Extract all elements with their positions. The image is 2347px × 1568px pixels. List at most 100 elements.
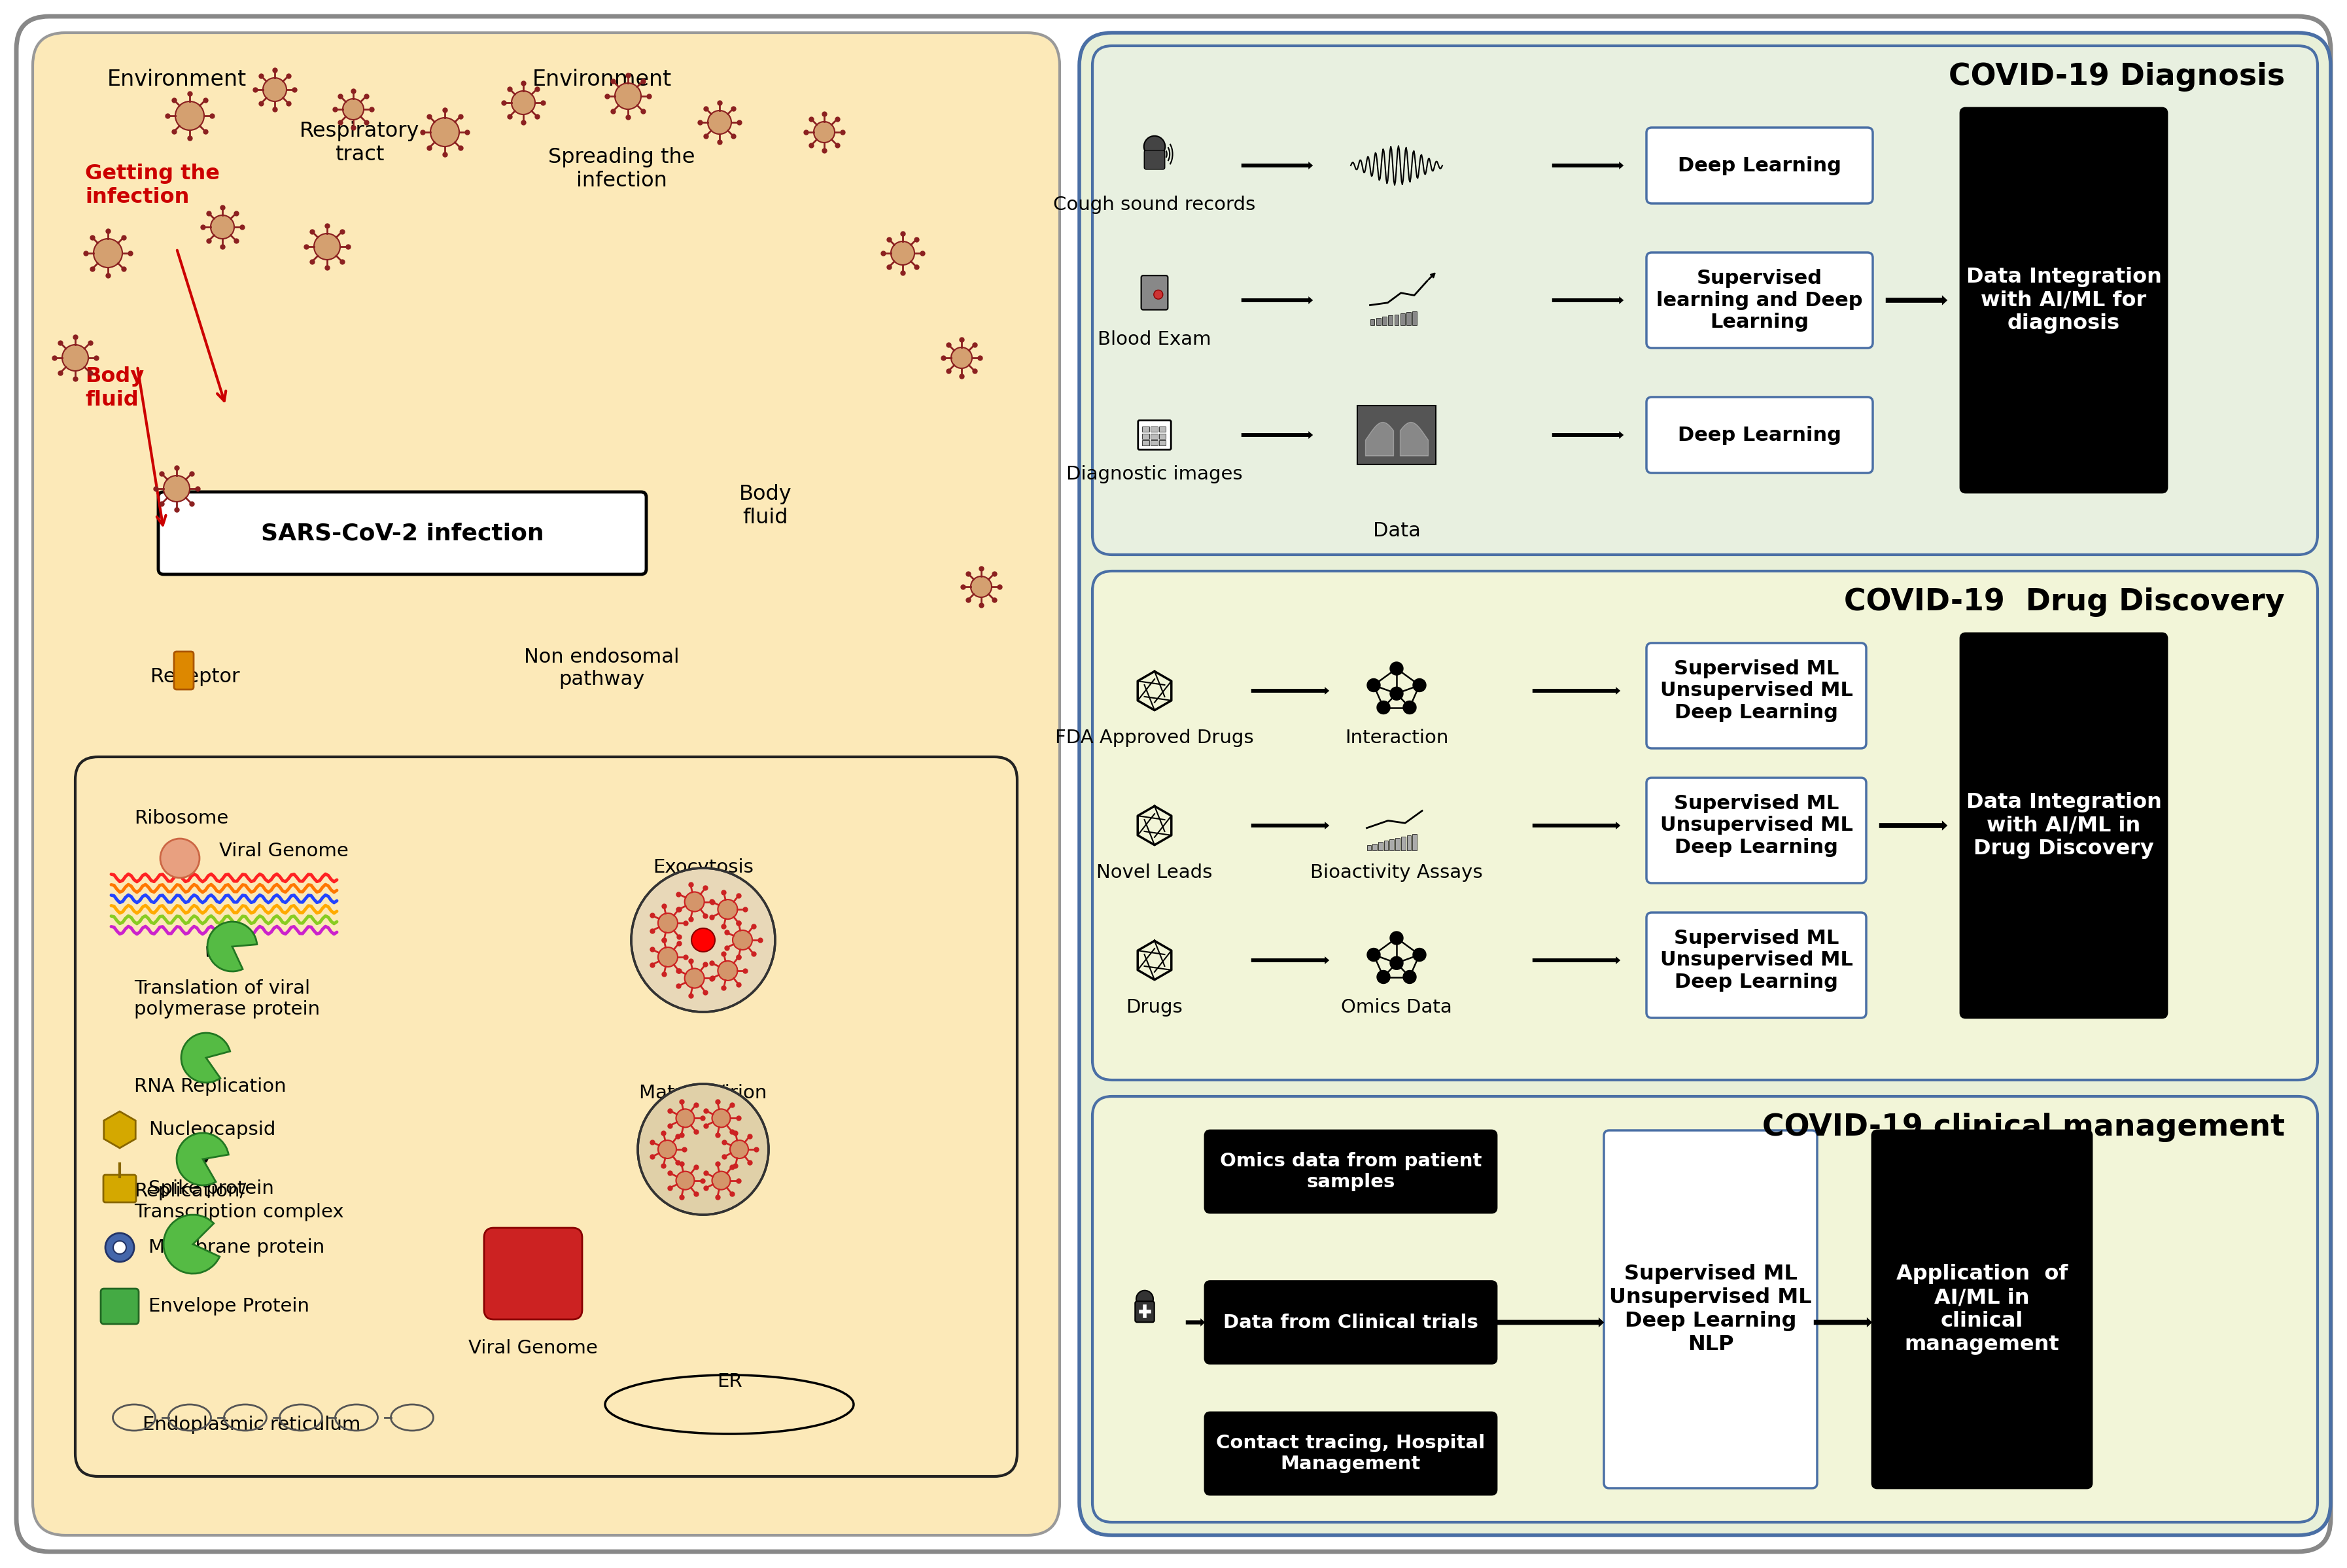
FancyBboxPatch shape [1091, 1096, 2316, 1523]
Circle shape [1136, 1290, 1152, 1308]
Bar [1413, 834, 1418, 850]
Circle shape [615, 83, 641, 110]
FancyBboxPatch shape [1648, 643, 1866, 748]
Text: Spike protein: Spike protein [148, 1179, 275, 1198]
Text: Interaction: Interaction [1345, 729, 1448, 746]
Circle shape [1389, 687, 1404, 699]
FancyBboxPatch shape [1091, 45, 2316, 555]
Text: Ribosome: Ribosome [134, 809, 228, 828]
FancyBboxPatch shape [1648, 397, 1873, 474]
Circle shape [709, 111, 732, 135]
Text: Cough sound records: Cough sound records [1054, 196, 1256, 213]
Circle shape [263, 78, 286, 102]
Text: SARS-CoV-2 infection: SARS-CoV-2 infection [261, 522, 545, 544]
Text: Replication/
Transcription complex: Replication/ Transcription complex [134, 1182, 343, 1221]
Bar [1378, 842, 1382, 850]
Bar [1382, 317, 1387, 325]
Bar [1401, 314, 1406, 325]
Circle shape [718, 900, 737, 919]
FancyBboxPatch shape [103, 1174, 136, 1203]
Bar [1150, 426, 1157, 431]
Bar [1406, 836, 1411, 850]
Text: Membrane protein: Membrane protein [148, 1239, 324, 1256]
FancyBboxPatch shape [1648, 127, 1873, 204]
Text: Endoplasmic reticulum: Endoplasmic reticulum [143, 1416, 361, 1433]
Bar [1366, 845, 1371, 850]
Text: Bioactivity Assays: Bioactivity Assays [1310, 864, 1483, 881]
Text: Viral Genome: Viral Genome [469, 1339, 598, 1358]
Bar [1150, 441, 1157, 445]
FancyBboxPatch shape [1080, 33, 2331, 1535]
Circle shape [94, 238, 122, 268]
Circle shape [61, 345, 89, 372]
Bar [1394, 315, 1399, 325]
Circle shape [676, 1109, 695, 1127]
Text: Receptor: Receptor [150, 668, 239, 687]
Circle shape [718, 961, 737, 980]
Circle shape [972, 577, 993, 597]
Circle shape [113, 1240, 127, 1254]
Text: Supervised ML
Unsupervised ML
Deep Learning: Supervised ML Unsupervised ML Deep Learn… [1659, 793, 1852, 858]
Circle shape [657, 1140, 676, 1159]
Text: Drugs: Drugs [1127, 999, 1183, 1016]
Bar [1406, 312, 1411, 325]
Circle shape [1404, 971, 1415, 983]
Circle shape [1404, 701, 1415, 713]
Text: Blood Exam: Blood Exam [1098, 331, 1211, 348]
Text: Data: Data [1373, 521, 1420, 541]
Text: Body
fluid: Body fluid [739, 485, 791, 528]
FancyBboxPatch shape [1141, 276, 1169, 310]
Circle shape [176, 102, 204, 130]
Circle shape [631, 869, 775, 1011]
Circle shape [512, 91, 535, 114]
Circle shape [1389, 662, 1404, 676]
Text: Data Integration
with AI/ML in
Drug Discovery: Data Integration with AI/ML in Drug Disc… [1967, 792, 2162, 859]
Text: Respiratory
tract: Respiratory tract [300, 121, 420, 165]
Circle shape [160, 839, 199, 878]
Bar [1401, 837, 1406, 850]
FancyBboxPatch shape [1145, 151, 1164, 169]
FancyBboxPatch shape [1204, 1281, 1497, 1364]
Circle shape [657, 947, 678, 967]
FancyBboxPatch shape [33, 33, 1061, 1535]
Circle shape [657, 913, 678, 933]
Circle shape [1389, 931, 1404, 944]
Text: Novel Leads: Novel Leads [1096, 864, 1213, 881]
Text: Supervised ML
Unsupervised ML
Deep Learning: Supervised ML Unsupervised ML Deep Learn… [1659, 928, 1852, 991]
FancyBboxPatch shape [1136, 1301, 1155, 1322]
FancyBboxPatch shape [174, 652, 192, 690]
FancyBboxPatch shape [1873, 1131, 2091, 1488]
Circle shape [314, 234, 340, 260]
FancyBboxPatch shape [1960, 633, 2166, 1018]
Text: COVID-19 Diagnosis: COVID-19 Diagnosis [1948, 63, 2286, 91]
Text: Environment: Environment [108, 69, 246, 91]
Text: COVID-19 clinical management: COVID-19 clinical management [1763, 1113, 2286, 1142]
Text: Getting the
infection: Getting the infection [84, 163, 221, 207]
Bar [1143, 433, 1150, 439]
Wedge shape [176, 1134, 228, 1185]
Text: Deep Learning: Deep Learning [1678, 425, 1842, 444]
Circle shape [164, 475, 190, 502]
Text: Application  of
AI/ML in
clinical
management: Application of AI/ML in clinical managem… [1896, 1264, 2068, 1355]
Text: RNA Replication: RNA Replication [134, 1077, 286, 1096]
FancyBboxPatch shape [1091, 571, 2316, 1080]
Circle shape [1143, 136, 1164, 157]
Text: Envelope Protein: Envelope Protein [148, 1297, 310, 1316]
Text: COVID-19  Drug Discovery: COVID-19 Drug Discovery [1845, 588, 2286, 616]
Bar [1389, 315, 1392, 325]
Bar [1385, 840, 1389, 850]
Bar [1396, 839, 1399, 850]
Circle shape [1378, 701, 1389, 713]
Circle shape [211, 215, 235, 238]
Bar [1159, 433, 1166, 439]
Circle shape [1389, 956, 1404, 969]
Circle shape [692, 928, 716, 952]
Text: Body
fluid: Body fluid [84, 367, 143, 409]
Circle shape [892, 241, 915, 265]
FancyBboxPatch shape [75, 757, 1016, 1477]
Bar [1389, 839, 1394, 850]
Text: Data Integration
with AI/ML for
diagnosis: Data Integration with AI/ML for diagnosi… [1967, 267, 2162, 334]
Text: ER: ER [716, 1372, 742, 1391]
Text: Exocytosis: Exocytosis [652, 858, 753, 877]
Bar [1375, 318, 1380, 325]
